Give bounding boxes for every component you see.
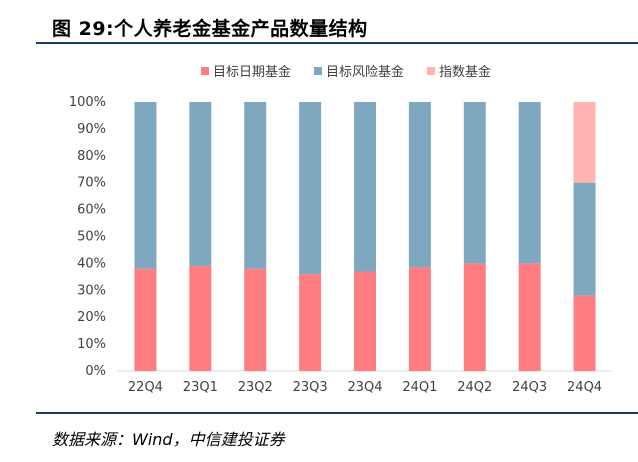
bar-segment	[408, 267, 431, 371]
source-note: 数据来源：Wind，中信建投证券	[52, 430, 285, 449]
y-tick-label: 60%	[77, 203, 106, 218]
bar-segment	[573, 102, 596, 183]
x-tick-label: 23Q3	[293, 380, 328, 395]
y-tick-label: 70%	[77, 176, 106, 191]
legend-swatch	[427, 67, 435, 75]
bar-segment	[299, 102, 322, 275]
y-tick-label: 0%	[85, 364, 106, 379]
figure-title: 图 29:个人养老金基金产品数量结构	[52, 18, 368, 40]
bar-segment	[134, 268, 157, 371]
title-divider	[36, 42, 638, 44]
legend-label: 目标日期基金	[213, 64, 291, 80]
bar-segment	[518, 263, 541, 371]
x-tick-label: 24Q2	[457, 380, 492, 395]
x-tick-label: 23Q4	[347, 380, 382, 395]
bar-segment	[463, 263, 486, 371]
bar-segment	[518, 102, 541, 264]
bar-segment	[189, 102, 212, 267]
legend-swatch	[314, 67, 322, 75]
bar-segment	[463, 102, 486, 264]
y-tick-label: 90%	[77, 122, 106, 137]
x-tick-label: 24Q4	[567, 380, 602, 395]
bar-segment	[354, 271, 376, 371]
bar-segment	[299, 274, 322, 371]
bar-segment	[244, 102, 267, 269]
y-tick-label: 50%	[77, 230, 106, 245]
x-tick-label: 24Q1	[402, 380, 437, 395]
y-tick-label: 20%	[77, 310, 106, 325]
x-tick-label: 23Q1	[183, 380, 218, 395]
stacked-bar-chart: 0% 10% 20% 30% 40% 50% 60% 70% 80% 90% 100% 22Q4 23Q…	[69, 64, 612, 395]
y-tick-label: 80%	[77, 149, 106, 164]
y-tick-label: 40%	[77, 256, 106, 271]
bar-segment	[573, 295, 596, 371]
y-tick-label: 100%	[69, 95, 106, 110]
legend-label: 目标风险基金	[326, 64, 404, 80]
bar-segment	[408, 102, 431, 268]
bar-segment	[573, 182, 596, 296]
bar-segment	[354, 102, 376, 272]
x-tick-label: 23Q2	[238, 380, 273, 395]
y-tick-label: 10%	[77, 337, 106, 352]
legend-swatch	[201, 67, 209, 75]
bar-segment	[189, 266, 212, 371]
y-tick-label: 30%	[77, 283, 106, 298]
bar-segment	[134, 102, 157, 269]
footer-divider	[36, 412, 638, 414]
bar-segment	[244, 268, 267, 371]
x-tick-label: 22Q4	[128, 380, 163, 395]
legend-label: 指数基金	[439, 64, 491, 80]
x-tick-label: 24Q3	[512, 380, 547, 395]
